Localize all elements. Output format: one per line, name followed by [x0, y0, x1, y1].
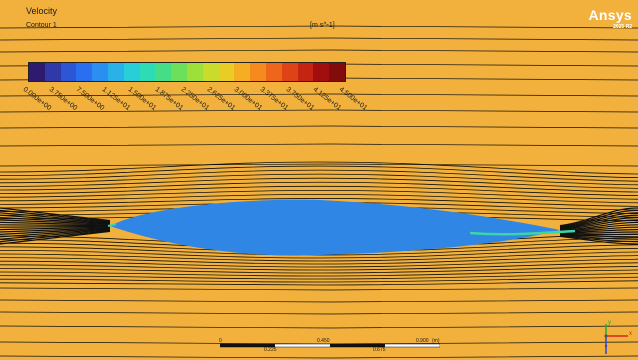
streamline: [0, 109, 638, 113]
streamline: [0, 207, 638, 227]
streamline: [0, 273, 638, 280]
legend-tick-label: 3.750e+00: [48, 86, 79, 113]
streamline: [0, 189, 638, 200]
streamline: [0, 248, 638, 259]
scale-label-1: 0.450: [317, 338, 330, 344]
legend-color-swatch: [92, 63, 108, 81]
streamline: [0, 299, 638, 303]
streamline: [0, 169, 638, 182]
streamline: [0, 177, 638, 189]
leading-edge-highlight: [107, 223, 117, 227]
streamline: [0, 227, 638, 234]
streamline: [0, 217, 638, 230]
triad-y-label: y: [608, 320, 611, 326]
brand-version: 2025 R2: [613, 24, 632, 30]
legend-color-swatch: [250, 63, 266, 81]
streamline: [0, 185, 638, 196]
legend-color-swatch: [29, 63, 45, 81]
legend-units: [m s^-1]: [310, 22, 335, 29]
streamline: [0, 163, 638, 167]
streamline: [0, 251, 638, 262]
triad-x-label: x: [629, 331, 632, 337]
streamline: [0, 198, 638, 207]
legend-tick-label: 4.500e+01: [337, 86, 369, 113]
legend-color-swatch: [202, 63, 219, 81]
streamline: [0, 25, 638, 29]
streamline: [0, 93, 638, 97]
legend-tick-label: 3.750e+01: [285, 86, 316, 113]
airfoil-shape: [110, 199, 560, 256]
streamline: [0, 258, 638, 268]
streamline: [0, 287, 638, 291]
streamline: [0, 49, 638, 53]
streamline: [0, 269, 638, 277]
legend-color-swatch: [186, 63, 203, 81]
streamline: [0, 355, 638, 359]
streamline: [0, 325, 638, 329]
color-legend-bar: [28, 62, 346, 82]
airfoil-wake: [469, 229, 576, 236]
streamline: [0, 125, 638, 129]
streamline: [0, 229, 638, 240]
streamline: [0, 214, 638, 229]
streamline: [0, 276, 638, 283]
streamline: [0, 227, 638, 236]
legend-color-swatch: [60, 63, 77, 81]
streamline: [0, 280, 638, 286]
legend-color-swatch: [218, 63, 235, 81]
streamline: [0, 209, 638, 227]
streamline: [0, 193, 638, 204]
streamline: [0, 266, 638, 274]
streamline: [0, 255, 638, 265]
streamline: [0, 262, 638, 271]
legend-color-swatch: [281, 63, 298, 81]
legend-color-swatch: [171, 63, 187, 81]
scale-label-unit: (m): [432, 338, 440, 344]
scale-bar: 0 0.450 0.900 (m) 0.225 0.675: [219, 338, 440, 353]
streamline: [0, 311, 638, 315]
streamline: [0, 165, 638, 178]
legend-color-swatch: [76, 63, 93, 81]
streamline: [0, 143, 638, 147]
legend-color-swatch: [234, 63, 251, 81]
legend-color-swatch: [44, 63, 61, 81]
scale-label-0: 0: [219, 338, 222, 344]
streamline: [0, 173, 638, 186]
legend-tick-label: 2.625e+01: [206, 86, 237, 113]
legend-color-swatch: [107, 63, 124, 81]
color-legend-tick-labels: 0.000e+00 3.750e+00 7.500e+00 1.125e+01 1.50…: [0, 0, 638, 140]
airfoil-body: [107, 199, 576, 256]
legend-color-swatch: [139, 63, 156, 81]
streamline: [0, 219, 638, 230]
legend-color-swatch: [123, 63, 140, 81]
streamline: [0, 37, 638, 41]
legend-color-swatch: [313, 63, 330, 81]
scale-label-3: 0.225: [264, 347, 277, 353]
streamline: [0, 212, 638, 228]
legend-color-swatch: [265, 63, 282, 81]
streamline: [0, 230, 638, 245]
streamline: [0, 230, 638, 243]
legend-tick-label: 1.500e+01: [127, 86, 158, 113]
scale-label-2: 0.900: [416, 338, 429, 344]
axis-triad[interactable]: x y: [594, 320, 634, 356]
legend-title: Velocity: [26, 6, 58, 16]
streamline: [0, 228, 638, 238]
streamlines: [0, 25, 638, 359]
legend-subtitle: Contour 1: [26, 22, 57, 29]
legend-color-swatch: [329, 63, 345, 81]
legend-color-swatch: [155, 63, 172, 81]
brand-logo: Ansys: [588, 7, 632, 23]
streamline: [0, 221, 638, 231]
legend-color-swatch: [297, 63, 314, 81]
scale-label-4: 0.675: [373, 347, 386, 353]
streamline: [0, 161, 638, 175]
streamline: [0, 181, 638, 193]
